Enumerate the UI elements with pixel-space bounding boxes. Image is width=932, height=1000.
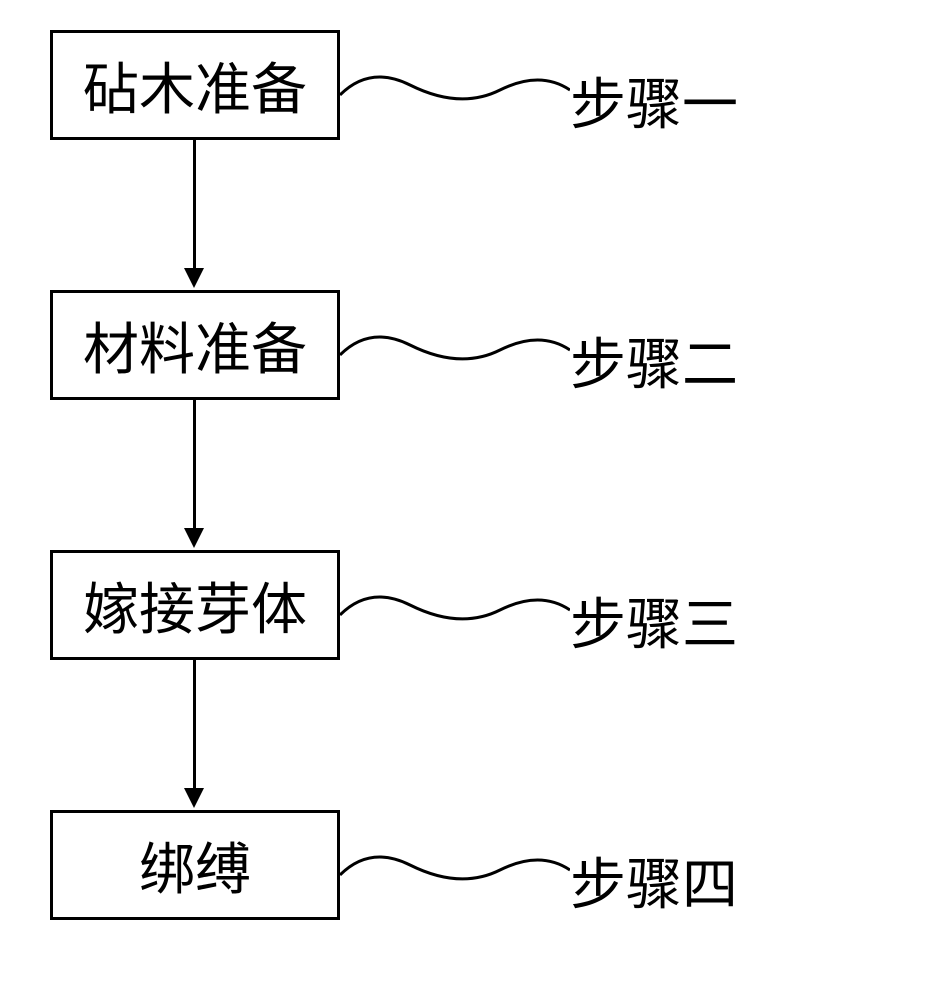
step-text-2: 材料准备 xyxy=(83,305,307,386)
flowchart-container: 砧木准备 步骤一 材料准备 步骤二 嫁接芽体 步骤三 绑缚 步骤四 xyxy=(0,0,932,1000)
step-label-3: 步骤三 xyxy=(570,580,738,661)
arrow-line-1 xyxy=(193,140,196,270)
step-box-2: 材料准备 xyxy=(50,290,340,400)
step-label-4: 步骤四 xyxy=(570,840,738,921)
step-box-3: 嫁接芽体 xyxy=(50,550,340,660)
wavy-connector-1 xyxy=(340,70,570,120)
wavy-connector-2 xyxy=(340,330,570,380)
arrow-head-2 xyxy=(184,528,204,548)
wavy-connector-3 xyxy=(340,590,570,640)
step-box-4: 绑缚 xyxy=(50,810,340,920)
step-box-1: 砧木准备 xyxy=(50,30,340,140)
wavy-connector-4 xyxy=(340,850,570,900)
step-label-2: 步骤二 xyxy=(570,320,738,401)
arrow-line-2 xyxy=(193,400,196,530)
step-text-3: 嫁接芽体 xyxy=(83,565,307,646)
arrow-head-3 xyxy=(184,788,204,808)
step-label-1: 步骤一 xyxy=(570,60,738,141)
step-text-4: 绑缚 xyxy=(139,825,251,906)
arrow-line-3 xyxy=(193,660,196,790)
step-text-1: 砧木准备 xyxy=(83,45,307,126)
arrow-head-1 xyxy=(184,268,204,288)
